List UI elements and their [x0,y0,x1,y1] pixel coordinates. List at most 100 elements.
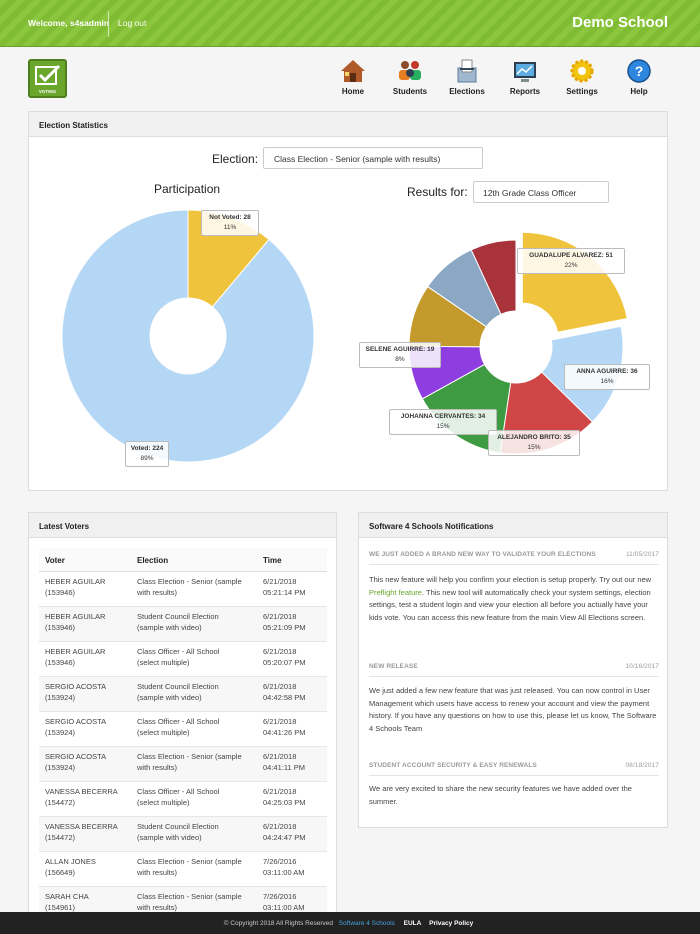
reports-icon [514,62,536,82]
help-icon: ? [627,59,651,83]
latest-voters-panel: Latest Voters Voter Election Time HEBER … [28,512,337,934]
results-label: Results for: [407,185,468,199]
election-cell: Student Council Election (sample with vid… [131,606,257,642]
participation-title: Participation [154,182,221,196]
column-header: Voter [39,548,131,572]
nav-label: Settings [566,87,598,96]
home-icon [341,60,365,82]
nav-help[interactable]: ? Help [614,58,664,96]
panel-title: Latest Voters [29,513,336,538]
voter-cell: HEBER AGUILAR (153946) [39,571,131,607]
column-header: Election [131,548,257,572]
election-cell: Class Election - Senior (sample with resu… [131,571,257,607]
time-cell: 6/21/2018 04:41:26 PM [257,711,327,747]
notification-body: We are very excited to share the new sec… [369,784,632,806]
chart-tooltip: ALEJANDRO BRITO: 35 15% [488,430,580,456]
nav-label: Home [341,87,365,96]
footer: © Copyright 2018 All Rights Reserved Sof… [0,912,700,934]
notification-date: 08/18/2017 [625,762,659,769]
voters-table: Voter Election Time HEBER AGUILAR (153946… [39,548,327,922]
election-cell: Student Council Election (sample with vid… [131,676,257,712]
voter-cell: SERGIO ACOSTA (153924) [39,746,131,782]
time-cell: 6/21/2018 04:42:58 PM [257,676,327,712]
nav-label: Reports [509,87,541,96]
election-select[interactable]: Class Election - Senior (sample with res… [263,147,483,169]
chart-tooltip: Not Voted: 28 11% [201,210,259,236]
notification-body: We just added a few new feature that was… [369,686,657,733]
notification-heading: NEW RELEASE 10/16/2017 [369,663,659,677]
software4schools-link[interactable]: Software 4 Schools [338,920,395,927]
notification-heading: WE JUST ADDED A BRAND NEW WAY TO VALIDAT… [369,551,659,565]
time-cell: 6/21/2018 04:24:47 PM [257,816,327,852]
voter-cell: ALLAN JONES (156649) [39,851,131,887]
voter-cell: SERGIO ACOSTA (153924) [39,711,131,747]
time-cell: 7/26/2016 03:11:00 AM [257,851,327,887]
top-bar: Welcome, s4sadmin Log out Demo School [0,0,700,47]
time-cell: 6/21/2018 05:20:07 PM [257,641,327,677]
election-cell: Class Election - Senior (sample with resu… [131,851,257,887]
election-cell: Class Officer - All School (select multip… [131,781,257,817]
nav-settings[interactable]: Settings [557,58,607,96]
copyright-text: © Copyright 2018 All Rights Reserved [223,920,333,927]
school-name: Demo School [572,14,668,31]
privacy-policy-link[interactable]: Privacy Policy [429,920,474,927]
panel-title: Election Statistics [29,112,667,137]
nav-home[interactable]: Home [328,58,378,96]
table-row: ALLAN JONES (156649) Class Election - Seni… [39,851,327,887]
chart-tooltip: SELENE AGUIRRE: 19 8% [359,342,441,368]
election-cell: Student Council Election (sample with vid… [131,816,257,852]
time-cell: 6/21/2018 04:25:03 PM [257,781,327,817]
voter-cell: HEBER AGUILAR (153946) [39,641,131,677]
checkmark-icon [35,64,61,85]
divider [108,11,109,37]
notification-date: 10/16/2017 [625,663,659,670]
nav-students[interactable]: Students [385,58,435,96]
voter-cell: HEBER AGUILAR (153946) [39,606,131,642]
welcome-text: Welcome, s4sadmin [28,18,110,28]
svg-text:?: ? [635,63,644,79]
election-label: Election: [212,152,259,166]
nav-label: Elections [449,87,485,96]
notifications-panel: Software 4 Schools Notifications WE JUST… [358,512,668,828]
time-cell: 6/21/2018 05:21:09 PM [257,606,327,642]
table-row: VANESSA BECERRA (154472) Student Council E… [39,816,327,852]
elections-icon [457,59,477,83]
settings-icon [570,59,594,83]
logo-text: VOTING [38,89,57,94]
results-select[interactable]: 12th Grade Class Officer [473,181,609,203]
table-row: SERGIO ACOSTA (153924) Student Council Ele… [39,676,327,712]
nav-label: Help [630,87,648,96]
notification-heading: STUDENT ACCOUNT SECURITY & EASY RENEWALS… [369,762,659,776]
voter-cell: VANESSA BECERRA (154472) [39,816,131,852]
panel-title: Software 4 Schools Notifications [359,513,667,538]
eula-link[interactable]: EULA [403,920,422,927]
students-icon [399,61,421,80]
time-cell: 6/21/2018 05:21:14 PM [257,571,327,607]
notification-body: This new feature will help you confirm y… [369,575,652,622]
table-row: SERGIO ACOSTA (153924) Class Election - Se… [39,746,327,782]
logout-link[interactable]: Log out [118,18,147,28]
table-row: HEBER AGUILAR (153946) Class Officer - All… [39,641,327,677]
column-header: Time [257,548,327,572]
election-statistics-panel: Election Statistics Election: Class Elec… [28,111,668,491]
election-cell: Class Officer - All School (select multip… [131,641,257,677]
chart-tooltip: ANNA AGUIRRE: 36 16% [564,364,650,390]
table-row: VANESSA BECERRA (154472) Class Officer - A… [39,781,327,817]
table-row: HEBER AGUILAR (153946) Class Election - Se… [39,571,327,607]
time-cell: 6/21/2018 04:41:11 PM [257,746,327,782]
chart-tooltip: Voted: 224 89% [125,441,169,467]
chart-tooltip: JOHANNA CERVANTES: 34 15% [389,409,497,435]
nav-elections[interactable]: Elections [442,58,492,96]
table-row: HEBER AGUILAR (153946) Student Council Ele… [39,606,327,642]
preflight-link[interactable]: Preflight feature [369,587,422,597]
nav-reports[interactable]: Reports [500,58,550,96]
voter-cell: VANESSA BECERRA (154472) [39,781,131,817]
pie-slice[interactable] [470,239,517,315]
table-row: SERGIO ACOSTA (153924) Class Officer - All… [39,711,327,747]
pie-slice[interactable] [61,209,315,463]
election-cell: Class Election - Senior (sample with resu… [131,746,257,782]
voting-logo[interactable]: VOTING [28,59,67,98]
election-cell: Class Officer - All School (select multip… [131,711,257,747]
nav-label: Students [392,87,428,96]
chart-tooltip: GUADALUPE ALVAREZ: 51 22% [517,248,625,274]
